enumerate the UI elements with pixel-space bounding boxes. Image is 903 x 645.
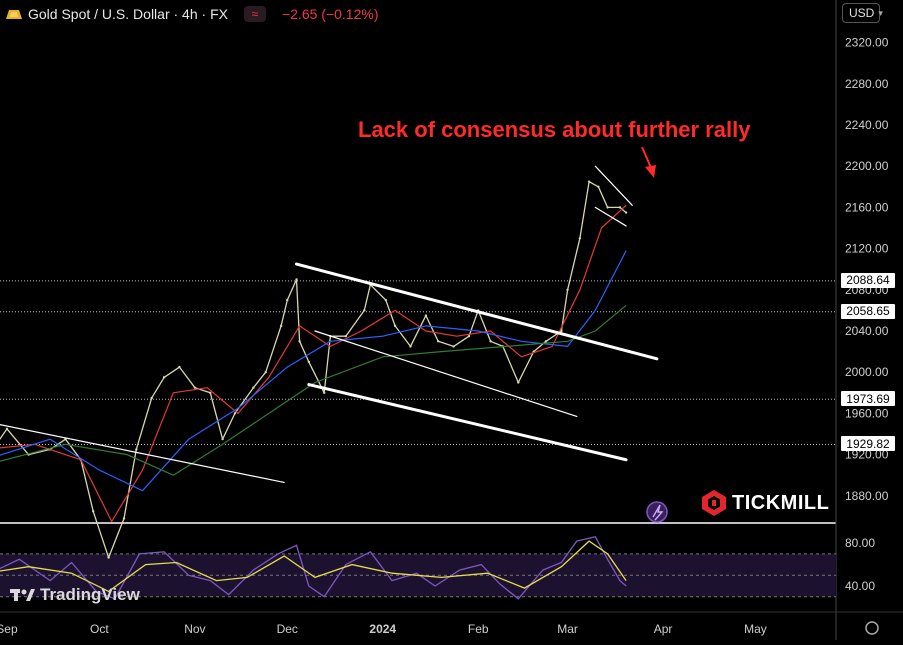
alert-icon xyxy=(646,501,668,523)
time-tick-label: Feb xyxy=(468,622,489,636)
price-point xyxy=(150,396,153,400)
price-point xyxy=(618,206,622,209)
price-point xyxy=(298,340,301,343)
price-point xyxy=(323,391,326,394)
price-point xyxy=(233,412,237,415)
settings-gear-icon xyxy=(865,621,879,635)
price-badge: 1929.82 xyxy=(841,436,895,452)
trendline xyxy=(594,165,633,206)
price-point xyxy=(587,180,591,183)
trendline xyxy=(594,206,627,227)
price-point xyxy=(178,365,181,369)
approx-icon[interactable]: ≈ xyxy=(243,6,266,22)
price-tick-label: 1960.00 xyxy=(845,406,889,420)
tradingview-icon xyxy=(10,589,35,601)
tickmill-icon xyxy=(702,490,726,516)
series-line-price xyxy=(0,181,627,559)
price-tick-label: 2120.00 xyxy=(845,242,889,256)
tickmill-wordmark: TICKMILL xyxy=(732,491,830,514)
price-point xyxy=(624,211,628,214)
price-point xyxy=(384,298,388,302)
time-tick-label: Dec xyxy=(277,622,298,636)
alert-bolt-icon xyxy=(652,504,664,521)
oscillator-tick-label: 40.00 xyxy=(845,579,875,593)
price-point xyxy=(597,185,600,188)
price-point xyxy=(437,340,440,343)
tradingview-wordmark: TradingView xyxy=(40,585,140,604)
price-point xyxy=(135,448,138,451)
gold-bar-icon xyxy=(6,10,22,19)
price-tick-label: 2160.00 xyxy=(845,200,889,214)
price-point xyxy=(578,237,582,240)
price-point xyxy=(279,324,283,328)
price-point xyxy=(566,288,569,291)
price-point xyxy=(264,371,267,374)
price-point xyxy=(162,376,166,379)
price-point xyxy=(122,517,126,520)
price-point xyxy=(424,314,428,317)
time-tick-label: Sep xyxy=(0,622,18,636)
price-point xyxy=(409,345,412,348)
price-tick-label: 2000.00 xyxy=(845,365,889,379)
currency-value: USD xyxy=(849,6,875,20)
price-tick-label: 2240.00 xyxy=(845,118,889,132)
chevron-down-icon: ▾ xyxy=(878,7,883,18)
price-badge: 1973.69 xyxy=(841,391,895,407)
price-point xyxy=(363,309,366,312)
price-point xyxy=(193,386,197,389)
price-badge: 2058.65 xyxy=(841,303,895,319)
price-point xyxy=(560,329,563,333)
price-point xyxy=(467,334,471,338)
price-point xyxy=(5,427,9,431)
price-point xyxy=(344,334,347,338)
tickmill-logo: TICKMILL xyxy=(702,490,829,516)
time-tick-label: Nov xyxy=(184,622,205,636)
price-point xyxy=(209,391,212,394)
trendline xyxy=(314,330,578,418)
oscillator-line-1 xyxy=(0,540,627,593)
time-tick-label: Oct xyxy=(90,622,109,636)
price-point xyxy=(221,437,224,441)
series-line-moving-average-mid xyxy=(0,250,627,492)
price-point xyxy=(452,345,455,348)
series-line-moving-average-slow xyxy=(0,304,627,476)
trendline xyxy=(307,383,628,462)
time-tick-label: Apr xyxy=(654,622,673,636)
price-tick-label: 2200.00 xyxy=(845,159,889,173)
trendline xyxy=(295,262,659,361)
price-point xyxy=(107,556,110,559)
time-tick-label: 2024 xyxy=(369,622,396,636)
currency-selector[interactable]: USD ▾ xyxy=(842,3,883,23)
annotation-text: Lack of consensus about further rally xyxy=(358,117,751,142)
price-point xyxy=(252,386,255,389)
symbol-title[interactable]: Gold Spot / U.S. Dollar · 4h · FX xyxy=(28,6,228,22)
time-tick-label: May xyxy=(744,622,767,636)
oscillator-line-0 xyxy=(0,536,627,600)
price-point xyxy=(606,206,609,209)
price-tick-label: 2320.00 xyxy=(845,36,889,50)
price-point xyxy=(544,340,548,343)
price-tick-label: 1880.00 xyxy=(845,489,889,503)
price-point xyxy=(286,298,289,302)
series-line-moving-average-fast xyxy=(0,204,627,523)
price-tick-label: 2040.00 xyxy=(845,324,889,338)
price-point xyxy=(489,340,492,343)
price-tick-label: 1920.00 xyxy=(845,448,889,462)
tradingview-logo[interactable]: TradingView xyxy=(10,585,140,605)
price-badge: 2088.64 xyxy=(841,272,895,288)
price-tick-label: 2280.00 xyxy=(845,77,889,91)
price-change: −2.65 (−0.12%) xyxy=(281,6,379,22)
annotation-arrow-head xyxy=(645,165,656,178)
price-point xyxy=(393,324,397,328)
price-point xyxy=(307,360,311,364)
trendline xyxy=(0,424,285,484)
symbol-header: Gold Spot / U.S. Dollar · 4h · FX ≈ −2.6… xyxy=(6,4,378,24)
oscillator-tick-label: 80.00 xyxy=(845,536,875,550)
time-tick-label: Mar xyxy=(557,622,578,636)
price-point xyxy=(517,381,520,384)
price-point xyxy=(92,510,95,513)
price-point xyxy=(295,278,298,281)
